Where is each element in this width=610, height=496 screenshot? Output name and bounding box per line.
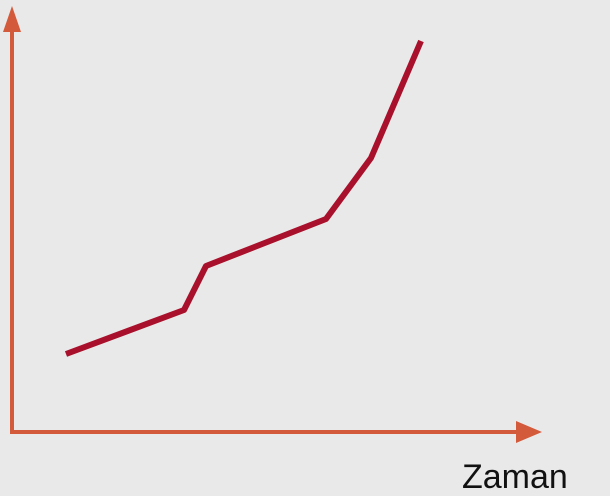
trend-line [64,39,424,357]
x-axis-arrow [516,421,542,443]
y-axis-arrow [3,6,21,32]
x-axis-label: Zaman [462,458,568,496]
